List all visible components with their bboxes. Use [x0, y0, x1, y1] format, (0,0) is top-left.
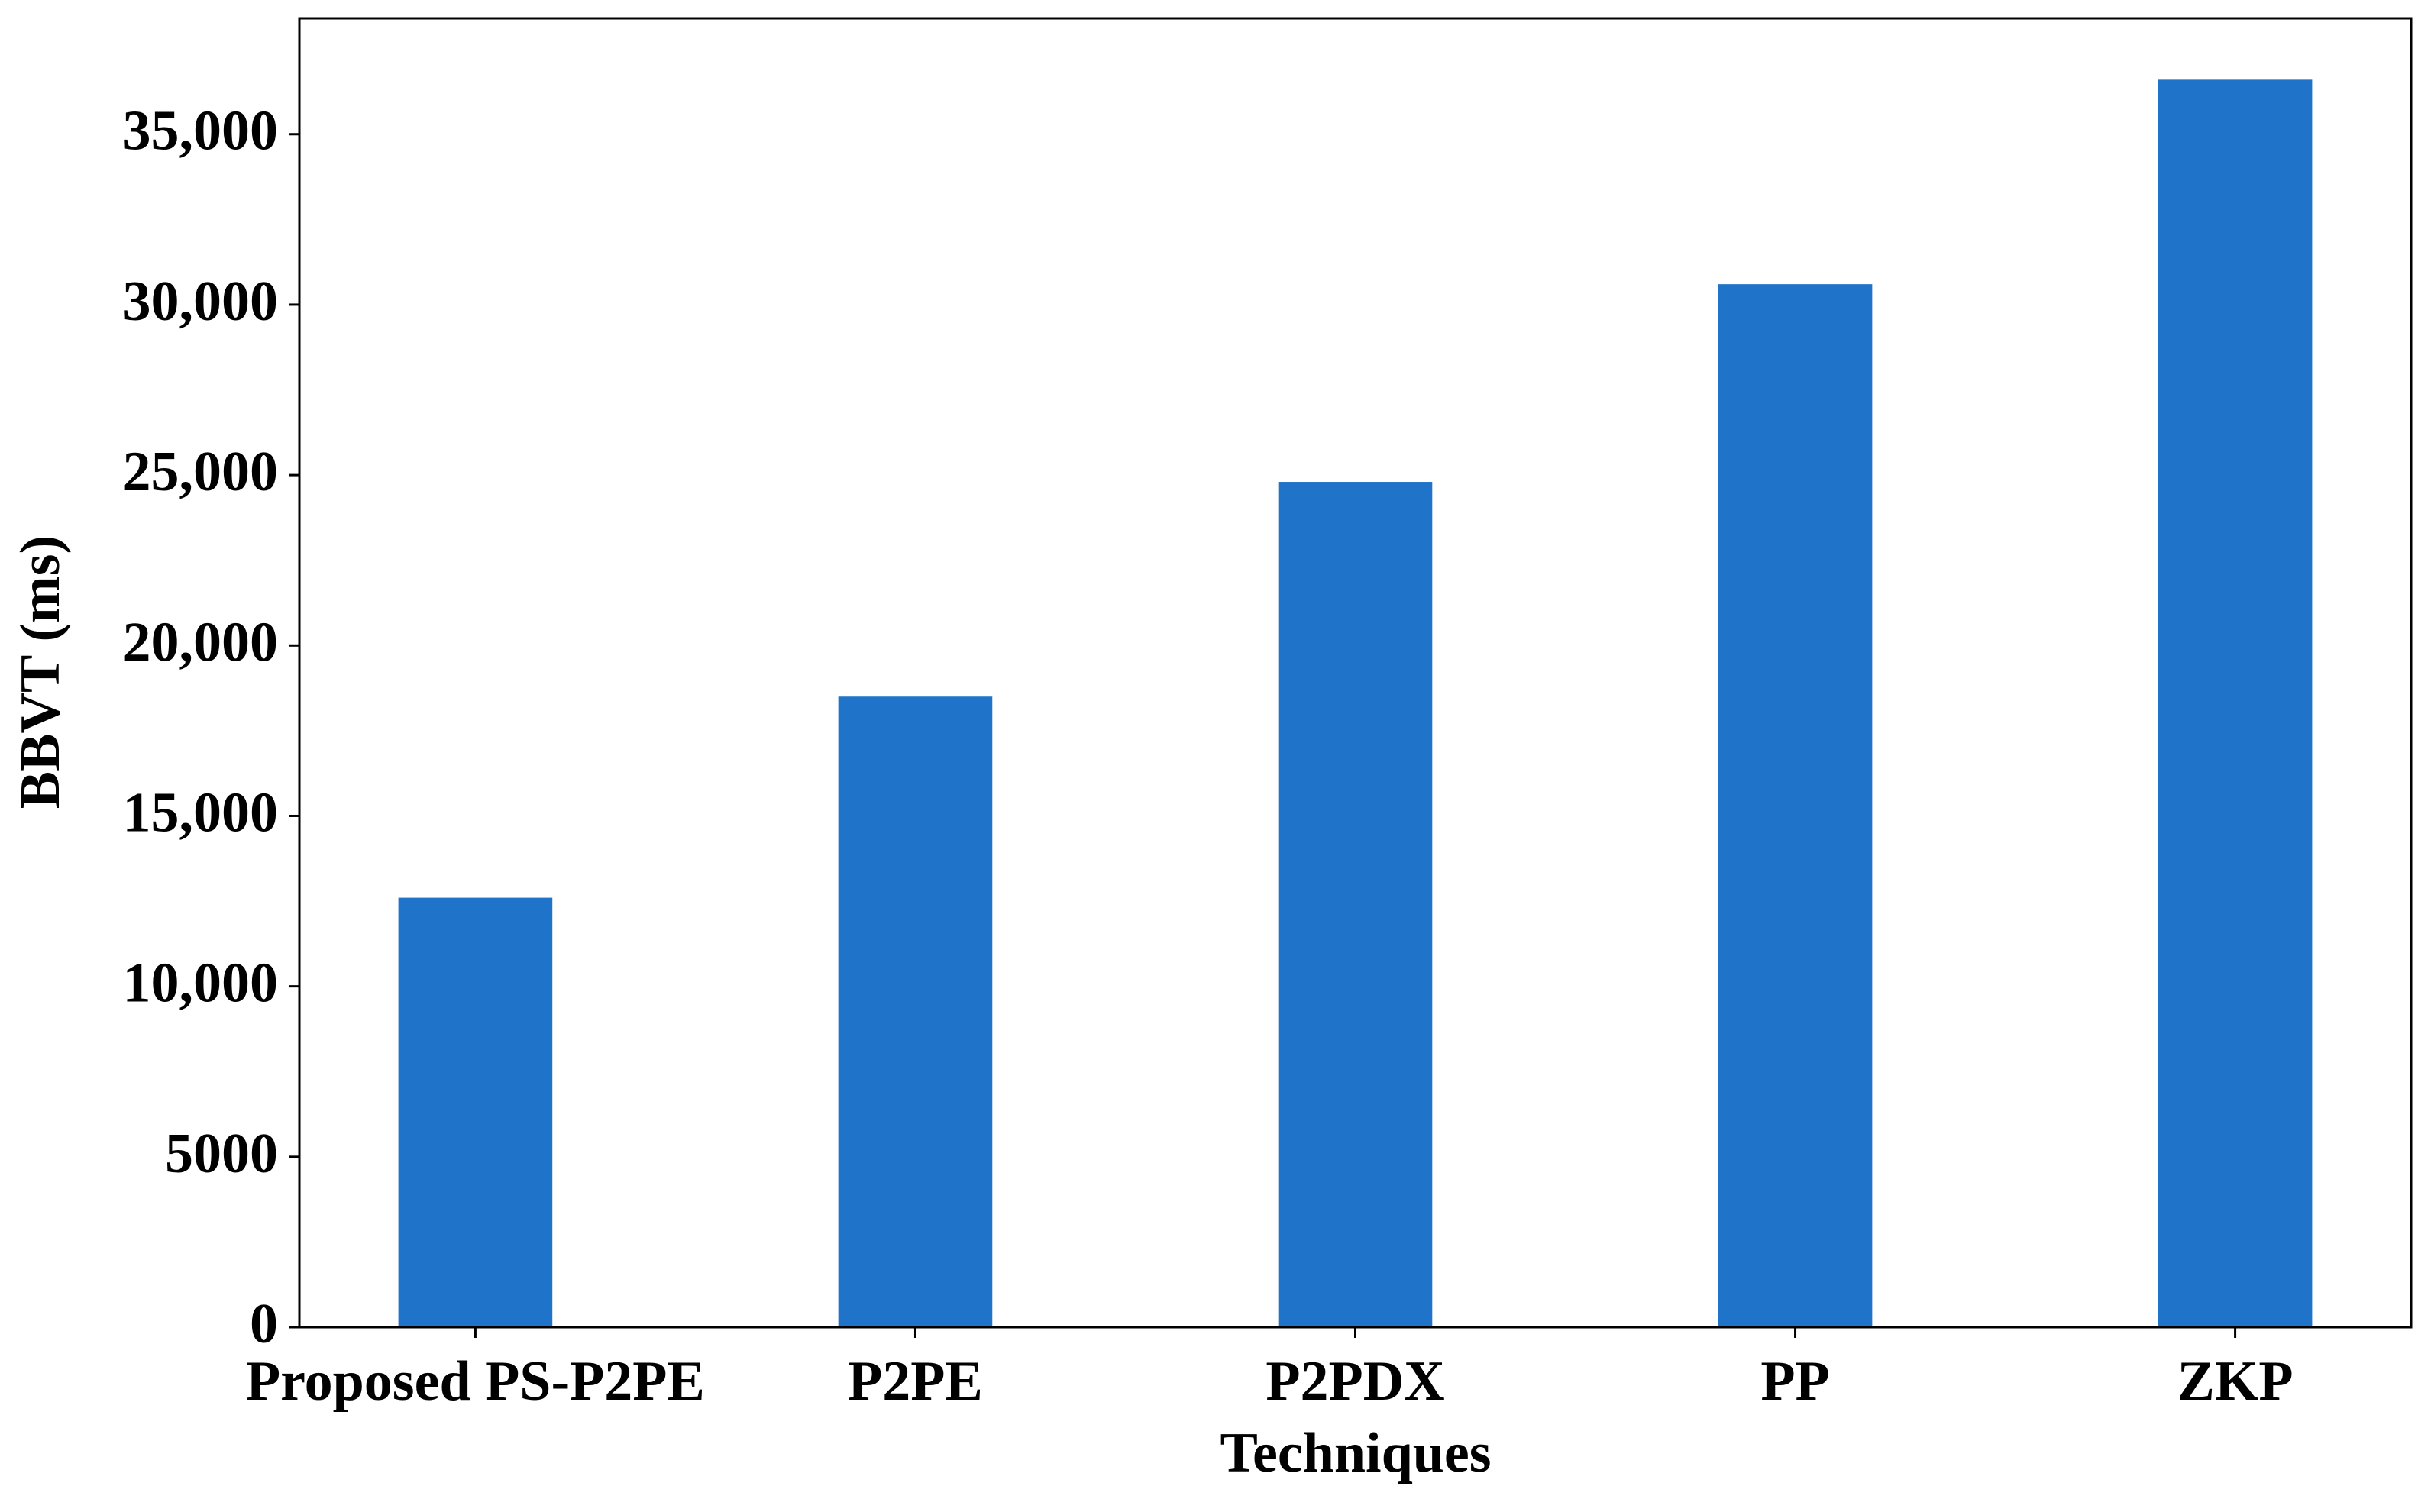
x-tick-label: P2PE	[848, 1350, 983, 1413]
y-tick-label: 0	[250, 1293, 278, 1355]
plot-frame	[298, 17, 2413, 1329]
y-axis-label: BBVT (ms)	[9, 535, 72, 809]
y-tick-label: 30,000	[123, 270, 279, 333]
bar	[1278, 482, 1433, 1327]
y-tick-label: 5000	[165, 1123, 278, 1185]
x-tick-label: Proposed PS-P2PE	[246, 1350, 705, 1413]
bar	[838, 696, 993, 1327]
y-tick-label: 25,000	[123, 441, 279, 503]
bar	[2158, 79, 2313, 1327]
bar	[398, 897, 553, 1327]
x-tick-label: PP	[1760, 1350, 1829, 1413]
x-tick-label: P2PDX	[1266, 1350, 1444, 1413]
y-tick-label: 15,000	[123, 781, 279, 844]
y-tick-label: 20,000	[123, 611, 279, 674]
y-tick-label: 10,000	[123, 952, 279, 1015]
x-axis-label: Techniques	[1220, 1422, 1491, 1485]
bar	[1718, 284, 1873, 1327]
y-tick-label: 35,000	[123, 100, 279, 163]
x-tick-label: ZKP	[2177, 1350, 2294, 1413]
